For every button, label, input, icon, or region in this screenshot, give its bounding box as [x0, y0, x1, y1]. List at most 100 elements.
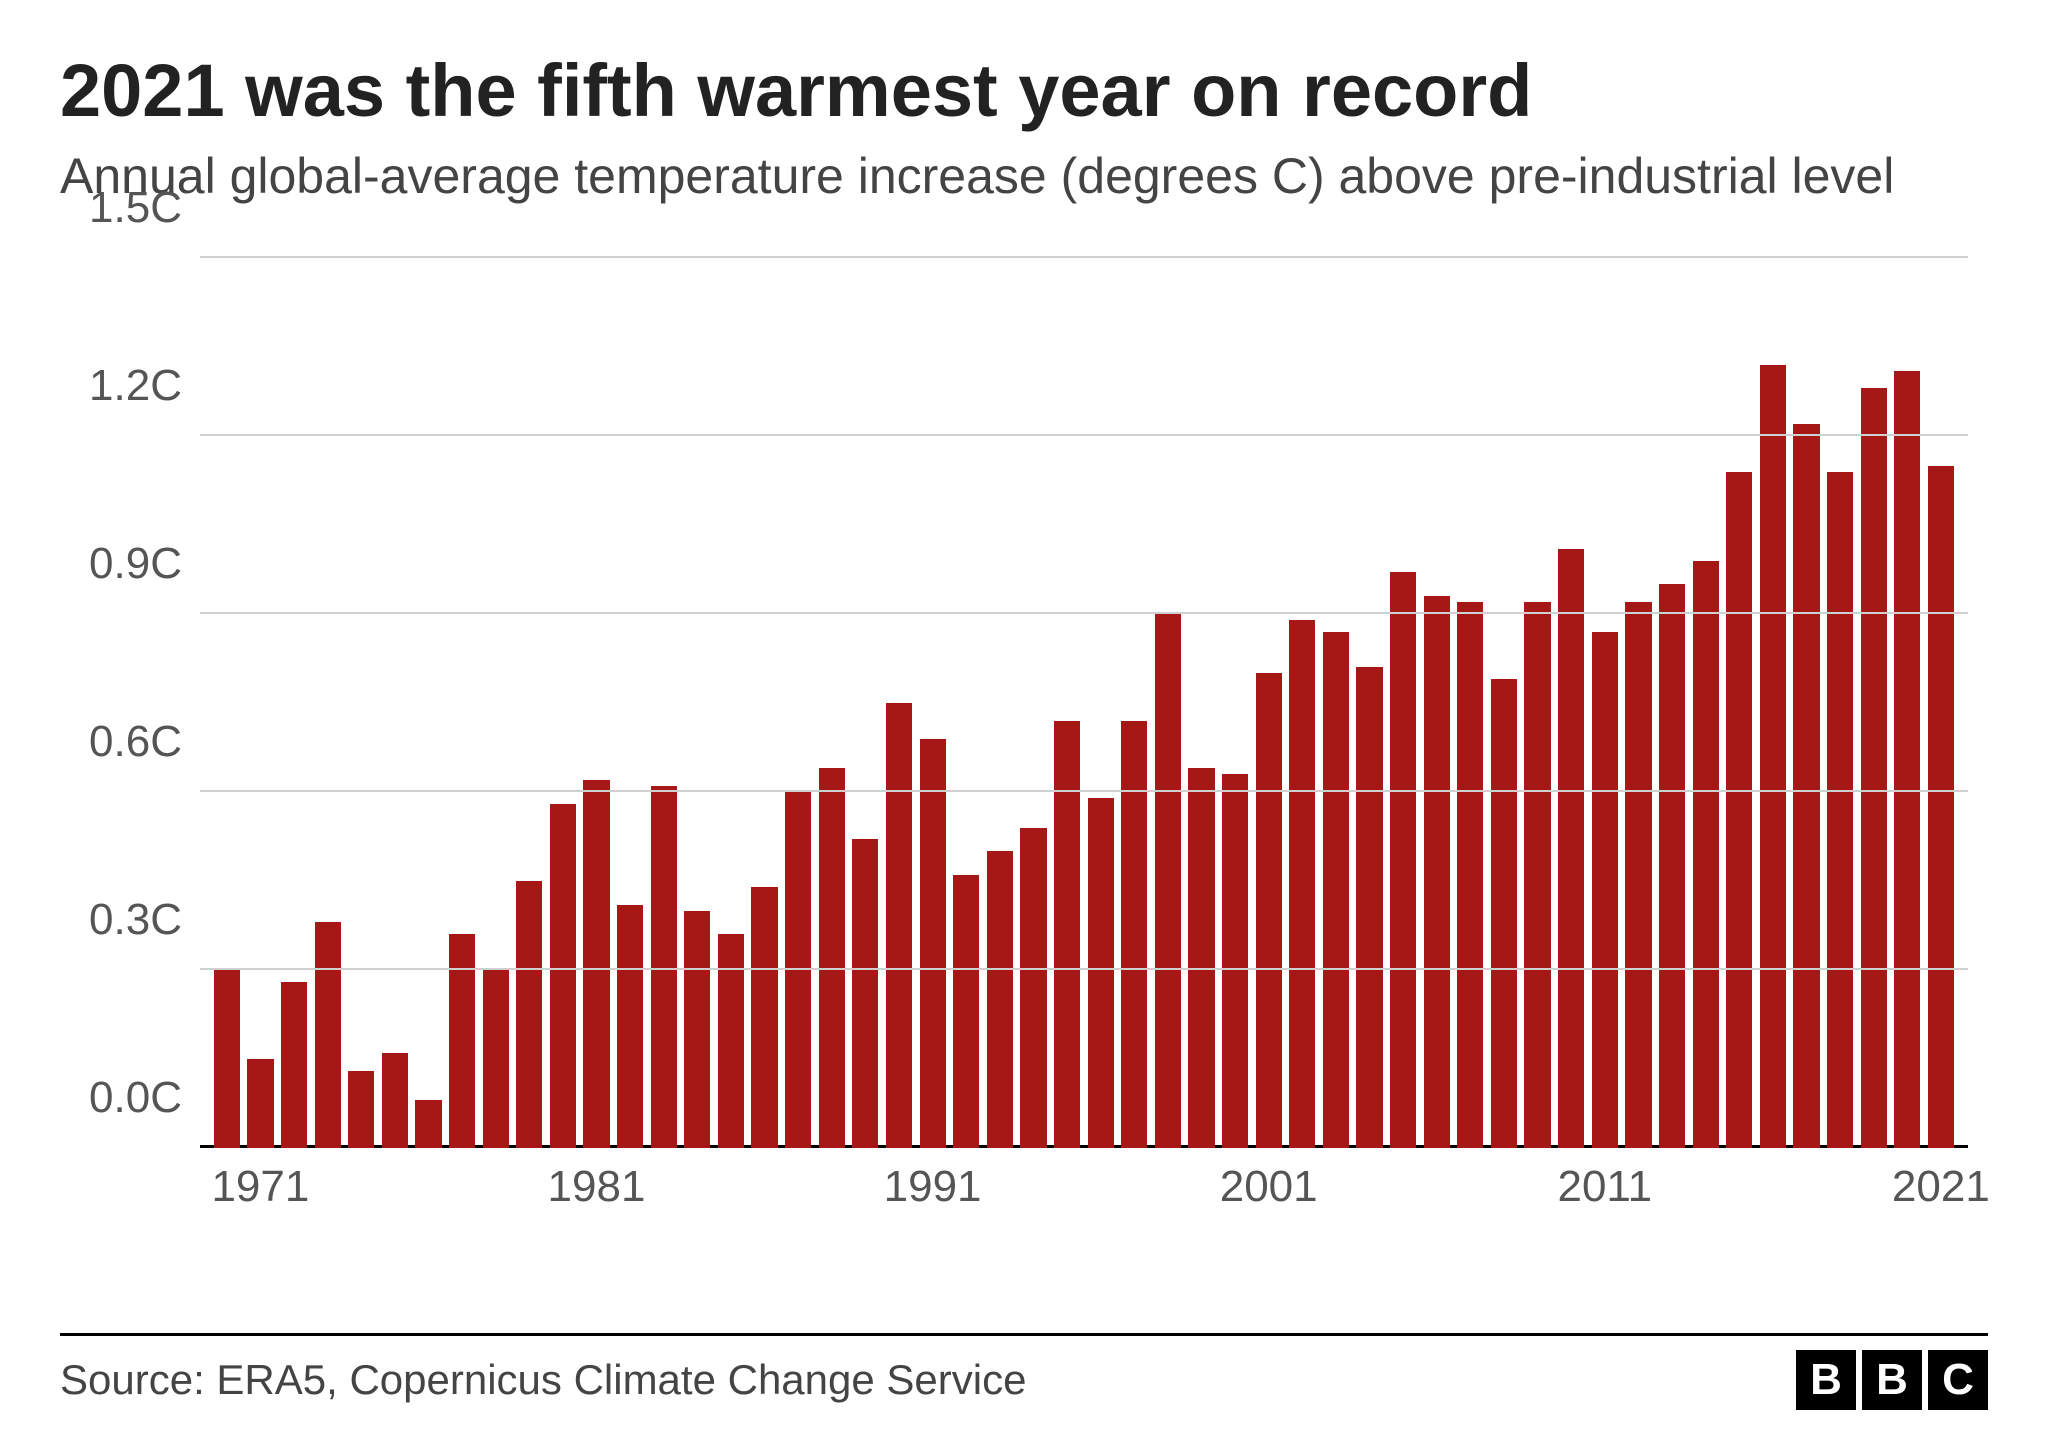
bar-slot: [1823, 258, 1857, 1148]
chart-subtitle: Annual global-average temperature increa…: [60, 145, 1988, 208]
bars-group: 197119811991200120112021: [200, 258, 1968, 1148]
bar: [247, 1059, 273, 1148]
bbc-logo-letter: C: [1928, 1350, 1988, 1410]
bar: [987, 851, 1013, 1148]
bar-slot: [311, 258, 345, 1148]
bar-slot: [1655, 258, 1689, 1148]
bar-slot: 1991: [916, 258, 950, 1148]
x-axis-label: 2021: [1892, 1162, 1990, 1212]
bar: [281, 982, 307, 1148]
bar: [1793, 424, 1819, 1148]
bar: [1020, 828, 1046, 1148]
x-axis-label: 2011: [1557, 1162, 1652, 1212]
bar: [214, 970, 240, 1148]
bar: [920, 739, 946, 1148]
bar: [1424, 596, 1450, 1148]
bbc-logo-letter: B: [1796, 1350, 1856, 1410]
bar: [684, 911, 710, 1148]
bar-slot: [344, 258, 378, 1148]
bar-slot: [546, 258, 580, 1148]
bar: [1827, 472, 1853, 1148]
x-axis-label: 1971: [211, 1162, 309, 1212]
chart-container: 2021 was the fifth warmest year on recor…: [0, 0, 2048, 1440]
bar: [1256, 673, 1282, 1148]
bar: [886, 703, 912, 1148]
bar-slot: [1050, 258, 1084, 1148]
chart-title: 2021 was the fifth warmest year on recor…: [60, 50, 1988, 131]
bar: [449, 934, 475, 1148]
grid-line: [200, 968, 1968, 970]
bar: [617, 905, 643, 1148]
bar-slot: [1622, 258, 1656, 1148]
plot-area: 197119811991200120112021 0.0C0.3C0.6C0.9…: [200, 258, 1968, 1148]
bar: [953, 875, 979, 1148]
bar-slot: [1151, 258, 1185, 1148]
y-axis-label: 0.0C: [89, 1073, 182, 1123]
bar: [1524, 602, 1550, 1148]
bar: [415, 1100, 441, 1147]
grid-line: [200, 434, 1968, 436]
bar-slot: [277, 258, 311, 1148]
bar: [1088, 798, 1114, 1148]
y-axis-label: 1.5C: [89, 183, 182, 233]
bar-slot: [210, 258, 244, 1148]
bar: [1659, 584, 1685, 1148]
bar-slot: [1353, 258, 1387, 1148]
bar-slot: 2021: [1924, 258, 1958, 1148]
bar-slot: [849, 258, 883, 1148]
bar: [315, 922, 341, 1147]
bar: [1289, 620, 1315, 1148]
bar-slot: [1386, 258, 1420, 1148]
x-axis-label: 1981: [548, 1162, 646, 1212]
bar: [583, 780, 609, 1148]
y-axis-label: 0.3C: [89, 895, 182, 945]
bar-slot: 1981: [580, 258, 614, 1148]
bar-slot: [882, 258, 916, 1148]
bar: [1121, 721, 1147, 1148]
bar-slot: [1756, 258, 1790, 1148]
bar-slot: [815, 258, 849, 1148]
bar-slot: [1185, 258, 1219, 1148]
bbc-logo: B B C: [1796, 1350, 1988, 1410]
bar: [1625, 602, 1651, 1148]
x-axis-label: 2001: [1220, 1162, 1318, 1212]
bar-slot: [412, 258, 446, 1148]
y-axis-label: 0.6C: [89, 717, 182, 767]
bar: [1356, 667, 1382, 1148]
bar-slot: [1084, 258, 1118, 1148]
bar: [1558, 549, 1584, 1148]
bar: [516, 881, 542, 1148]
bar: [852, 839, 878, 1148]
bar: [1491, 679, 1517, 1148]
bar-slot: [1722, 258, 1756, 1148]
bar-slot: [1286, 258, 1320, 1148]
bar: [1054, 721, 1080, 1148]
bar-slot: [479, 258, 513, 1148]
bar: [785, 792, 811, 1148]
bar-slot: [983, 258, 1017, 1148]
x-axis-label: 1991: [884, 1162, 982, 1212]
bar-slot: [1857, 258, 1891, 1148]
bar-slot: [949, 258, 983, 1148]
bar-slot: [445, 258, 479, 1148]
bar-slot: [748, 258, 782, 1148]
bar: [1390, 572, 1416, 1148]
bar-slot: [613, 258, 647, 1148]
y-axis-label: 1.2C: [89, 361, 182, 411]
bar: [1726, 472, 1752, 1148]
bar-slot: [781, 258, 815, 1148]
bar: [1592, 632, 1618, 1148]
bar: [1894, 371, 1920, 1148]
bar-slot: [1521, 258, 1555, 1148]
grid-line: [200, 256, 1968, 258]
bar: [1760, 365, 1786, 1148]
bar: [483, 970, 509, 1148]
bar-slot: [1487, 258, 1521, 1148]
bar-slot: [378, 258, 412, 1148]
bar: [1155, 614, 1181, 1148]
bar: [751, 887, 777, 1148]
bar-slot: [1319, 258, 1353, 1148]
bar-slot: [512, 258, 546, 1148]
source-text: Source: ERA5, Copernicus Climate Change …: [60, 1356, 1026, 1404]
bar: [382, 1053, 408, 1148]
